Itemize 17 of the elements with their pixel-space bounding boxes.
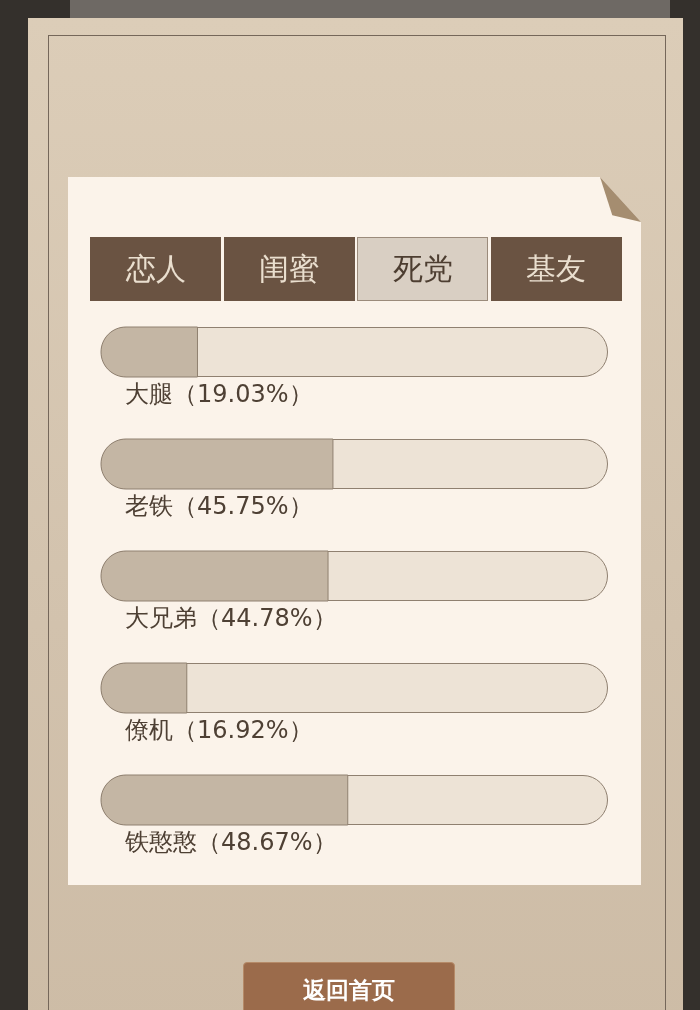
bar: [100, 326, 198, 378]
tab: 恋人: [90, 237, 221, 301]
data-label: （16.92%）: [173, 716, 313, 744]
selected-tab: 死党: [357, 237, 488, 301]
bar: [100, 662, 188, 714]
tab: 基友: [490, 237, 622, 301]
data-label: （44.78%）: [197, 604, 337, 632]
data-label: （48.67%）: [197, 828, 337, 856]
data-label: （19.03%）: [173, 380, 313, 408]
y-tick-label: 老铁: [125, 492, 173, 520]
y-tick-label: 僚机: [125, 716, 173, 744]
y-tick-label: 大兄弟: [125, 604, 197, 632]
y-tick-label: 铁憨憨: [124, 828, 197, 856]
data-label: （45.75%）: [173, 492, 313, 520]
y-tick-label: 大腿: [125, 380, 173, 408]
back-button: 返回首页: [243, 962, 455, 1010]
tab: 闺蜜: [223, 237, 355, 301]
